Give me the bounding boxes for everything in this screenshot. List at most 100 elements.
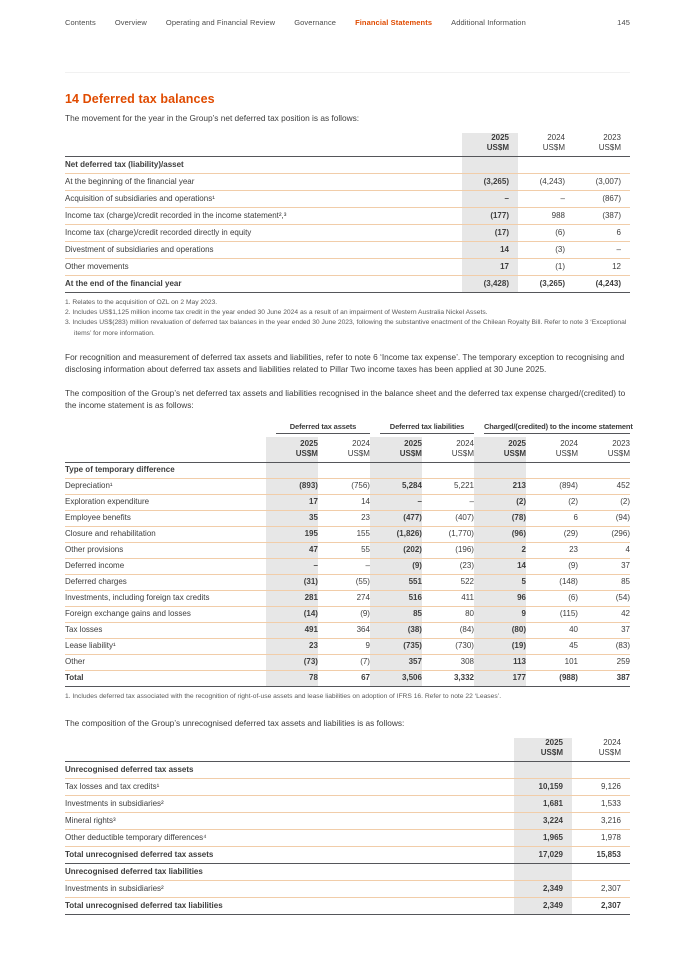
header-year: 2025 (508, 439, 526, 449)
page-number: 145 (617, 18, 630, 27)
header-unit: US$M (503, 449, 526, 459)
cell-value: 2,349 (514, 896, 572, 915)
column-header-2025: 2025 US$M (265, 436, 318, 463)
table-row: Lease liability¹ 23 9 (735) (730) (19) 45 (83) (65, 638, 630, 655)
group-header: Deferred tax assets (275, 422, 370, 435)
row-label: Other provisions (65, 542, 266, 559)
cell-value (514, 761, 572, 779)
cell-value: (2) (525, 494, 578, 511)
cell-value: 15,853 (572, 845, 630, 864)
row-label: Total unrecognised deferred tax liabilit… (65, 896, 514, 915)
footnote: 1. Relates to the acquisition of OZL on … (65, 298, 218, 306)
cell-value: (55) (317, 574, 370, 591)
cell-value: 4 (577, 542, 630, 559)
row-label: At the beginning of the financial year (65, 173, 462, 191)
group-header: Deferred tax liabilities (379, 422, 474, 435)
row-label: Acquisition of subsidiaries and operatio… (65, 190, 462, 208)
row-label: Investments in subsidiaries² (65, 795, 514, 813)
cell-value: 9 (473, 606, 526, 623)
table-row: Income tax (charge)/credit recorded dire… (65, 224, 630, 242)
cell-value: 1,533 (572, 795, 630, 813)
group-header-cell: Deferred tax liabilities (370, 420, 474, 437)
table-row: Divestment of subsidiaries and operation… (65, 241, 630, 259)
column-header-2024: 2024 US$M (421, 436, 474, 463)
cell-value: 155 (317, 526, 370, 543)
cell-value (421, 462, 474, 479)
cell-value: 5,221 (421, 478, 474, 495)
cell-value: 14 (317, 494, 370, 511)
cell-value: (115) (525, 606, 578, 623)
cell-value: 988 (518, 207, 574, 225)
cell-value: 9 (317, 638, 370, 655)
column-header-2024: 2024 US$M (317, 436, 370, 463)
column-header-2024: 2024 US$M (525, 436, 578, 463)
cell-value: – (369, 494, 422, 511)
nav-item-operating-and-financial-review[interactable]: Operating and Financial Review (165, 18, 276, 27)
top-nav-items: Contents Overview Operating and Financial … (65, 18, 526, 27)
cell-value: (477) (369, 510, 422, 527)
header-divider (65, 72, 630, 73)
cell-value: (196) (421, 542, 474, 559)
row-label: Type of temporary difference (65, 462, 266, 479)
table2-footnotes: 1. Includes deferred tax associated with… (65, 692, 630, 702)
table-row: Other provisions 47 55 (202) (196) 2 23 4 (65, 542, 630, 559)
cell-value: (1) (518, 258, 574, 276)
cell-value: 308 (421, 654, 474, 671)
table-row: Investments in subsidiaries² 2,349 2,307 (65, 880, 630, 898)
table-row: Other movements 17 (1) 12 (65, 258, 630, 276)
table-row: At the end of the financial year (3,428)(… (65, 274, 630, 293)
row-label: Total unrecognised deferred tax assets (65, 845, 514, 864)
row-label: Deferred charges (65, 574, 266, 591)
cell-value: (73) (265, 654, 318, 671)
cell-value: (387) (574, 207, 630, 225)
cell-value: 411 (421, 590, 474, 607)
cell-value: 37 (577, 558, 630, 575)
table-row: Mineral rights³ 3,224 3,216 (65, 812, 630, 830)
group-header-cell: Charged/(credited) to the income stateme… (474, 420, 633, 437)
table-row: Tax losses 491 364 (38) (84) (80) 40 37 (65, 622, 630, 639)
cell-value: 1,965 (514, 829, 572, 847)
header-unit: US$M (451, 449, 474, 459)
cell-value: 357 (369, 654, 422, 671)
nav-item-overview[interactable]: Overview (114, 18, 147, 27)
table-row: Income tax (charge)/credit recorded in t… (65, 207, 630, 225)
cell-value: (80) (473, 622, 526, 639)
cell-value: (2) (577, 494, 630, 511)
cell-value: (1,770) (421, 526, 474, 543)
header-unit: US$M (399, 449, 422, 459)
cell-value: 40 (525, 622, 578, 639)
header-year: 2024 (352, 439, 370, 449)
cell-value: – (317, 558, 370, 575)
table-header-row: 2025 US$M 2024 US$M 2023 US$M (65, 132, 630, 157)
cell-value: 45 (525, 638, 578, 655)
cell-value: (1,826) (369, 526, 422, 543)
nav-item-governance[interactable]: Governance (294, 18, 337, 27)
table-row: Depreciation¹ (893) (756) 5,284 5,221 213 (894… (65, 478, 630, 495)
cell-value: (83) (577, 638, 630, 655)
header-year: 2023 (603, 132, 621, 142)
nav-item-financial-statements[interactable]: Financial Statements (355, 18, 433, 27)
footnote: 1. Includes deferred tax associated with… (65, 692, 502, 700)
header-year: 2025 (491, 132, 509, 142)
row-label: Other movements (65, 258, 462, 276)
nav-item-additional-information[interactable]: Additional Information (451, 18, 526, 27)
cell-value: (893) (265, 478, 318, 495)
table-row: Net deferred tax (liability)/asset (65, 156, 630, 174)
table-row: Deferred charges (31) (55) 551 522 5 (148) 85 (65, 574, 630, 591)
header-unit: US$M (540, 747, 563, 757)
top-nav: Contents Overview Operating and Financial … (65, 18, 630, 27)
header-spacer (65, 737, 514, 762)
cell-value (462, 156, 518, 174)
table-row: At the beginning of the financial year (3… (65, 173, 630, 191)
cell-value: 2,307 (572, 880, 630, 898)
cell-value: (735) (369, 638, 422, 655)
column-header-2024: 2024 US$M (572, 737, 630, 762)
nav-item-contents[interactable]: Contents (65, 18, 96, 27)
table-row: Exploration expenditure 17 14– – (2) (2) (2) (65, 494, 630, 511)
table-row: Foreign exchange gains and losses (14) (9)… (65, 606, 630, 623)
paragraph-unrecognised: The composition of the Group’s unrecogni… (65, 718, 405, 729)
cell-value: 177 (473, 669, 526, 687)
cell-value: – (265, 558, 318, 575)
header-year: 2025 (300, 439, 318, 449)
cell-value: (867) (574, 190, 630, 208)
